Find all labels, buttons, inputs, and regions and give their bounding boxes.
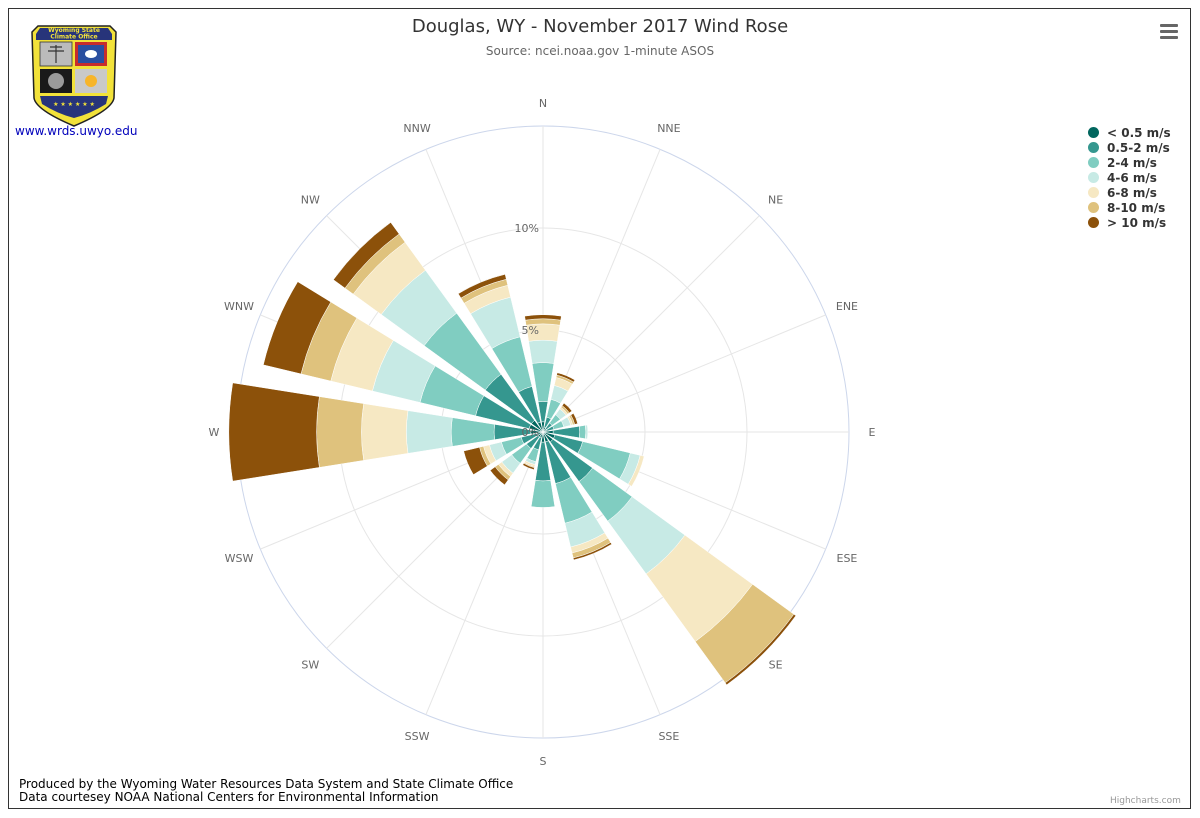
highcharts-credits[interactable]: Highcharts.com — [1110, 796, 1181, 806]
svg-text:★ ★ ★ ★ ★ ★: ★ ★ ★ ★ ★ ★ — [53, 101, 95, 108]
legend-marker — [1088, 187, 1099, 198]
legend-label: 0.5-2 m/s — [1107, 140, 1170, 155]
legend-marker — [1088, 142, 1099, 153]
legend-item[interactable]: > 10 m/s — [1088, 215, 1171, 230]
legend-label: 8-10 m/s — [1107, 200, 1166, 215]
legend-marker — [1088, 172, 1099, 183]
legend-item[interactable]: 2-4 m/s — [1088, 155, 1171, 170]
chart-frame — [8, 8, 1191, 809]
logo-link[interactable]: www.wrds.uwyo.edu — [15, 124, 138, 138]
legend-label: < 0.5 m/s — [1107, 125, 1171, 140]
chart-subtitle: Source: ncei.noaa.gov 1-minute ASOS — [485, 44, 715, 58]
legend-marker — [1088, 217, 1099, 228]
legend-item[interactable]: 0.5-2 m/s — [1088, 140, 1171, 155]
legend-label: 4-6 m/s — [1107, 170, 1157, 185]
logo-line2: Climate Office — [50, 34, 97, 41]
footer-line-1: Produced by the Wyoming Water Resources … — [19, 777, 514, 791]
legend-label: > 10 m/s — [1107, 215, 1167, 230]
legend-marker — [1088, 202, 1099, 213]
chart-title: Douglas, WY - November 2017 Wind Rose — [411, 16, 789, 37]
legend-marker — [1088, 157, 1099, 168]
legend-item[interactable]: 4-6 m/s — [1088, 170, 1171, 185]
logo-line1: Wyoming State — [48, 27, 100, 34]
legend-item[interactable]: < 0.5 m/s — [1088, 125, 1171, 140]
legend-label: 6-8 m/s — [1107, 185, 1157, 200]
climate-office-logo: Wyoming State Climate Office ★ ★ ★ ★ ★ ★ — [31, 25, 117, 127]
legend-item[interactable]: 8-10 m/s — [1088, 200, 1171, 215]
legend: < 0.5 m/s 0.5-2 m/s 2-4 m/s 4-6 m/s 6-8 m/s 8… — [1088, 125, 1171, 230]
legend-marker — [1088, 127, 1099, 138]
legend-label: 2-4 m/s — [1107, 155, 1157, 170]
hamburger-menu-icon[interactable] — [1158, 22, 1180, 40]
footer-line-2: Data courtesey NOAA National Centers for… — [19, 790, 439, 804]
legend-item[interactable]: 6-8 m/s — [1088, 185, 1171, 200]
